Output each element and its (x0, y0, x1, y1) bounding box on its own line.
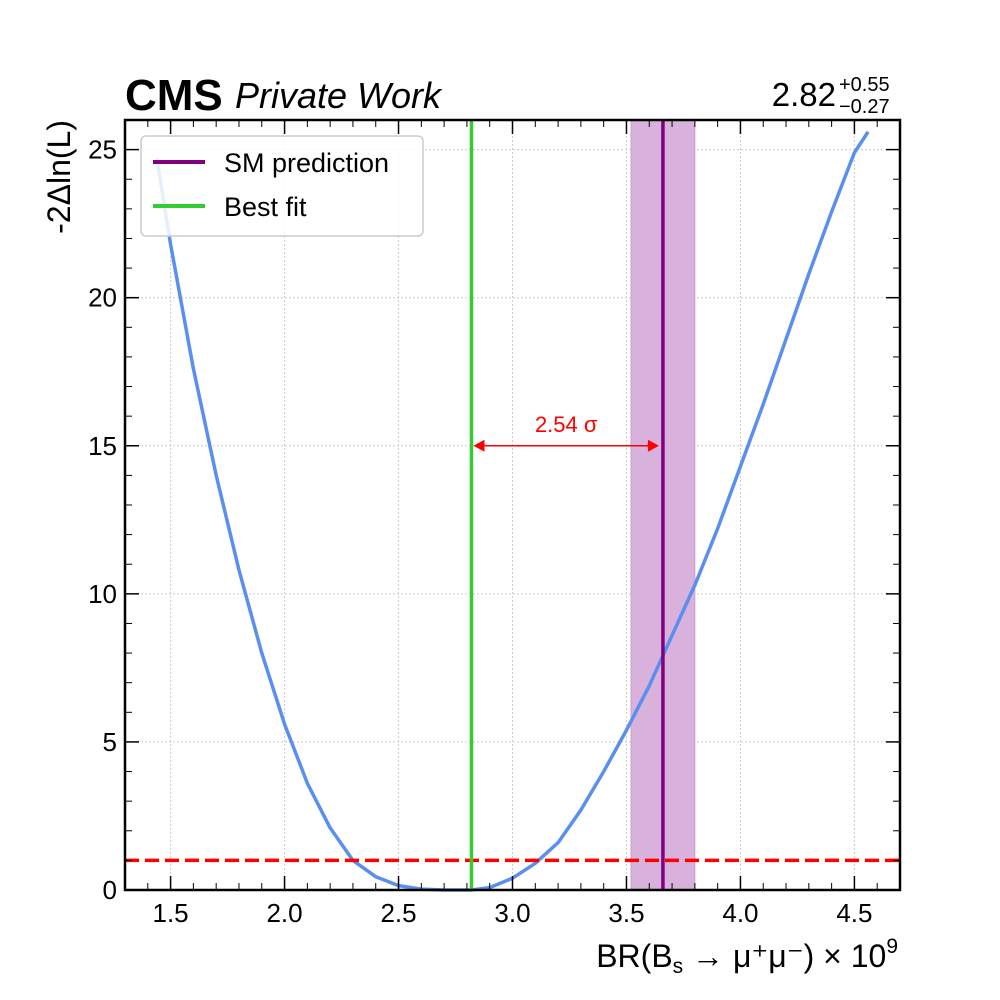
x-axis-title: BR(Bs → μ⁺μ⁻) × 109 (596, 935, 898, 978)
legend: SM prediction Best fit (140, 135, 424, 237)
sigma-arrow-head-left (473, 439, 485, 452)
x-tick-label-6: 4.5 (836, 898, 872, 928)
y-tick-label-0: 0 (103, 875, 117, 905)
y-tick-label-1: 5 (103, 727, 117, 757)
tick-labels: 1.5 2.0 2.5 3.0 3.5 4.0 4.5 0 5 10 15 20 25 (88, 135, 872, 928)
y-axis-title: -2Δln(L) (41, 120, 77, 234)
x-tick-label-2: 2.5 (380, 898, 416, 928)
y-tick-label-3: 15 (88, 431, 117, 461)
y-tick-label-2: 10 (88, 579, 117, 609)
status-label: Private Work (235, 75, 443, 116)
likelihood-curve-0 (155, 130, 870, 892)
legend-box (140, 135, 424, 237)
curve-layer (155, 130, 870, 892)
legend-label-best-fit: Best fit (224, 192, 307, 222)
y-tick-label-5: 25 (88, 135, 117, 165)
result-plus: +0.55 (839, 74, 890, 96)
x-tick-label-1: 2.0 (266, 898, 302, 928)
annotation-layer: 2.54 σ (473, 412, 659, 452)
x-tick-label-0: 1.5 (153, 898, 189, 928)
axis-ticks (124, 119, 901, 891)
sigma-annotation-label: 2.54 σ (535, 412, 598, 437)
grid (125, 120, 900, 891)
y-tick-label-4: 20 (88, 283, 117, 313)
sigma-arrow-head-right (647, 439, 659, 452)
experiment-label: CMS (125, 71, 223, 120)
legend-label-sm: SM prediction (224, 148, 389, 178)
reference-lines (125, 120, 900, 890)
result-label: 2.82 +0.55 −0.27 (772, 74, 890, 118)
x-tick-label-3: 3.0 (494, 898, 530, 928)
x-tick-label-4: 3.5 (608, 898, 644, 928)
result-minus: −0.27 (839, 96, 890, 118)
x-tick-label-5: 4.0 (722, 898, 758, 928)
result-central: 2.82 (772, 76, 836, 113)
